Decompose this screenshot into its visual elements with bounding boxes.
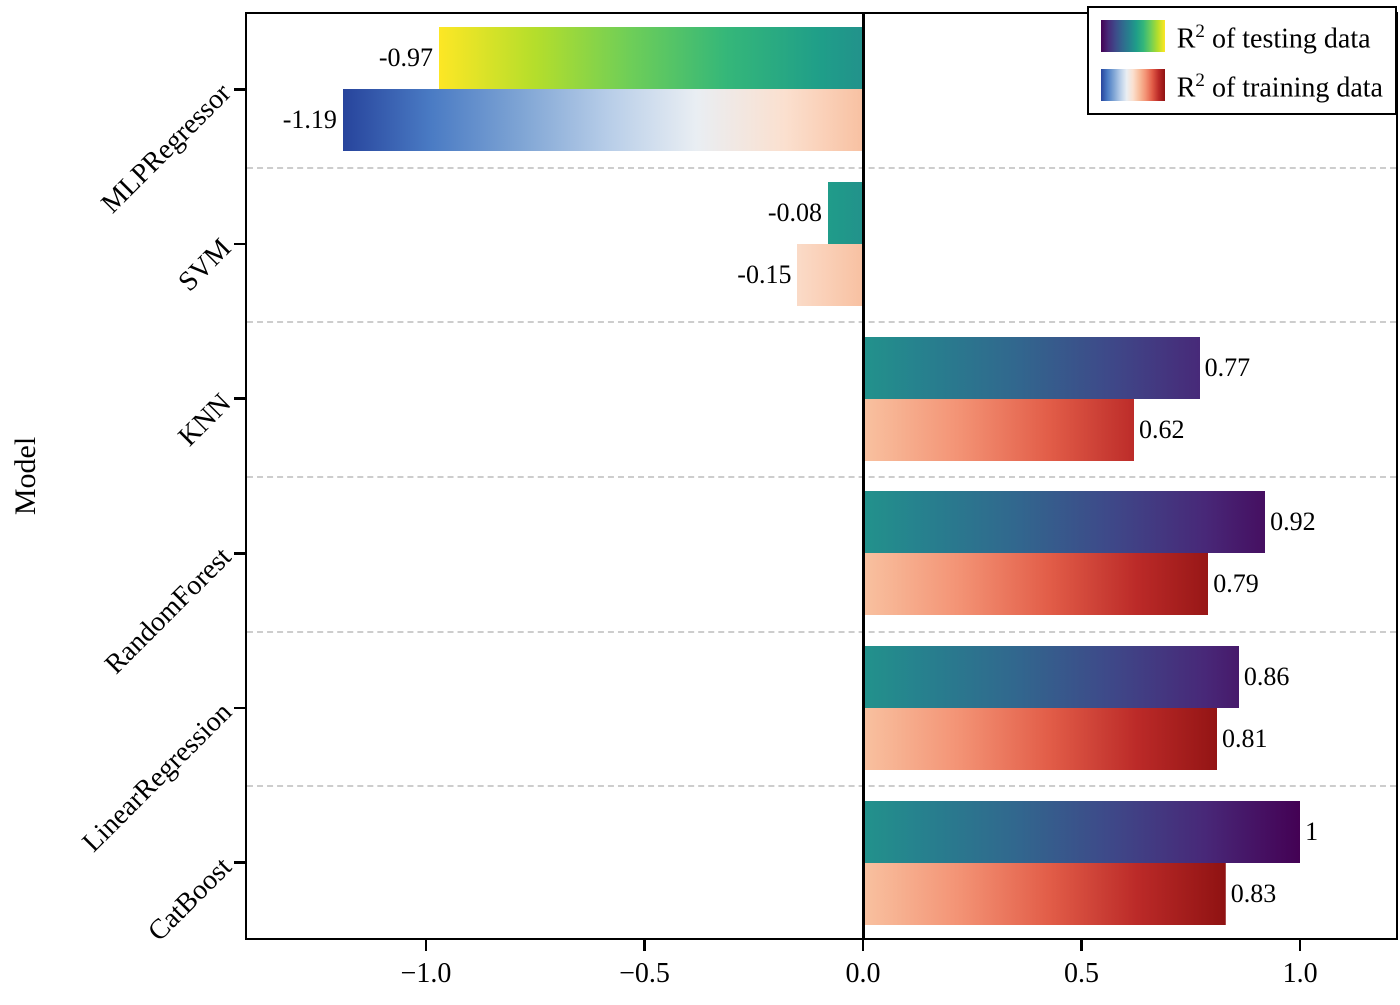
y-axis-tick: [234, 706, 245, 710]
x-axis-tick: [643, 940, 646, 951]
bar-value-label: 0.81: [1222, 724, 1268, 753]
legend-item-label: R2 of testing data: [1176, 21, 1371, 55]
category-separator-gridline: [247, 630, 1396, 633]
legend-gradient-swatch: [1100, 19, 1165, 52]
bar-testing-RandomForest: [863, 491, 1266, 554]
bar-value-label: -1.19: [282, 105, 337, 135]
x-axis-tick-label: −0.5: [619, 958, 670, 989]
bar-value-label: 0.77: [1204, 352, 1251, 382]
bar-training-MLPRegressor: [342, 89, 863, 152]
legend-gradient-swatch: [1100, 68, 1165, 101]
y-axis-title-text: Model: [9, 436, 42, 516]
y-axis-tick: [234, 397, 245, 400]
category-label-text: LinearRegression: [76, 696, 238, 859]
category-separator-gridline: [247, 321, 1396, 324]
bar-training-RandomForest: [863, 553, 1209, 616]
zero-axis-line: [861, 12, 865, 940]
bar-value-label: -0.15: [737, 260, 792, 289]
category-separator-gridline: [247, 476, 1396, 478]
bar-testing-KNN: [863, 336, 1200, 399]
x-axis-tick-label: −1.0: [400, 958, 452, 989]
legend-item-training: R2 of training data: [1100, 64, 1383, 105]
bar-value-label: 0.92: [1270, 507, 1316, 537]
bar-value-label: 1: [1305, 816, 1319, 846]
x-axis-tick: [1298, 940, 1302, 951]
bar-testing-MLPRegressor: [439, 27, 863, 90]
bar-value-label: 0.79: [1213, 569, 1259, 599]
bar-value-label: -0.08: [767, 198, 823, 227]
legend-item-label: R2 of training data: [1176, 70, 1383, 104]
category-separator-gridline: [247, 785, 1396, 788]
category-separator-gridline: [247, 166, 1396, 169]
x-axis-tick: [861, 940, 865, 951]
legend: R2 of testing data R2 of training data: [1086, 6, 1397, 115]
y-axis-tick: [234, 242, 245, 246]
bar-training-KNN: [863, 398, 1134, 461]
bar-testing-LinearRegression: [863, 646, 1239, 708]
bar-value-label: -0.97: [378, 43, 434, 73]
y-axis-tick: [234, 861, 245, 864]
bar-testing-SVM: [828, 182, 863, 244]
category-label-text: RandomForest: [99, 542, 238, 681]
bar-value-label: 0.62: [1139, 414, 1185, 444]
bar-training-CatBoost: [863, 862, 1226, 925]
y-axis-tick: [234, 552, 245, 555]
bar-value-label: 0.86: [1243, 662, 1290, 691]
bar-training-SVM: [797, 244, 863, 306]
x-axis-tick-label: 1.0: [1282, 958, 1318, 989]
legend-item-testing: R2 of testing data: [1100, 15, 1383, 56]
bar-value-label: 0.83: [1230, 878, 1277, 908]
x-axis-tick: [1080, 940, 1083, 951]
bar-testing-CatBoost: [863, 800, 1301, 863]
y-axis-tick: [234, 88, 245, 91]
category-label-text: SVM: [172, 232, 238, 298]
category-label-text: KNN: [172, 387, 238, 453]
category-label-text: CatBoost: [141, 851, 238, 947]
category-label-text: MLPRegressor: [95, 78, 238, 220]
x-axis-tick-label: 0.5: [1064, 958, 1100, 989]
x-axis-tick-label: 0.0: [845, 958, 881, 989]
bar-training-LinearRegression: [863, 708, 1218, 770]
x-axis-tick: [424, 940, 428, 951]
